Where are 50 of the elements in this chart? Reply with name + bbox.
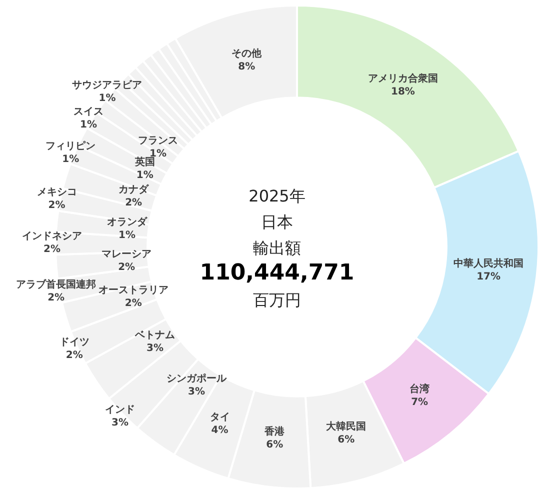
text: 百万円 — [253, 290, 301, 310]
data-label: 1% — [80, 119, 97, 130]
slice-label: サウジアラビア — [72, 79, 142, 92]
data-label: 2% — [124, 298, 142, 309]
text: 輸出額 — [253, 238, 301, 258]
data-label: 2% — [48, 292, 65, 304]
slice-label: ベトナム — [134, 330, 175, 342]
slice-label: フランス — [138, 135, 178, 146]
data-label: 2% — [125, 198, 142, 209]
data-label: 1% — [62, 154, 80, 166]
slice-label: マレーシア — [102, 248, 152, 260]
slice-label: アラブ首長国連邦 — [16, 278, 96, 290]
slice-label: その他 — [232, 48, 263, 60]
data-label: 1% — [136, 170, 154, 181]
slice-label: インド — [104, 404, 135, 416]
slice-label: 英国 — [134, 156, 155, 168]
slice-label: スイス — [74, 106, 104, 118]
data-label: 6% — [338, 434, 355, 446]
slice-label: アメリカ合衆国 — [368, 72, 438, 85]
data-label: 2% — [44, 244, 61, 256]
slice-label: ドイツ — [59, 337, 90, 348]
slice-label: オーストラリア — [98, 284, 168, 296]
slice-label: カナダ — [118, 184, 150, 196]
data-label: 3% — [146, 343, 164, 354]
data-label: 7% — [411, 397, 428, 408]
data-label: 4% — [211, 424, 228, 436]
slice-label: メキシコ — [36, 186, 77, 198]
data-label: 18% — [390, 86, 415, 98]
text: 2025年 — [248, 186, 306, 206]
slice-label: 香港 — [264, 426, 286, 438]
data-label: 8% — [238, 62, 256, 73]
text: 日本 — [261, 212, 293, 232]
data-label: 6% — [266, 440, 284, 451]
text: 110,444,771 — [200, 260, 354, 286]
slice-label: 台湾 — [410, 383, 431, 396]
data-label: 2% — [48, 200, 66, 211]
data-label: 3% — [188, 386, 205, 398]
slice-label: オランダ — [106, 216, 148, 228]
data-label: 3% — [112, 417, 128, 428]
data-label: 2% — [66, 350, 83, 362]
slice-label: フィリピン — [46, 140, 96, 152]
data-label: 1% — [118, 230, 136, 241]
data-label: 1% — [98, 93, 116, 104]
slice-label: インドネシア — [22, 231, 82, 242]
data-label: 17% — [476, 272, 501, 283]
slice-label: シンガポール — [166, 373, 228, 384]
slice-label: タイ — [210, 412, 230, 423]
data-label: 2% — [118, 262, 136, 273]
slice-label: 中華人民共和国 — [454, 258, 524, 270]
slice-label: 大韓民国 — [325, 420, 366, 433]
